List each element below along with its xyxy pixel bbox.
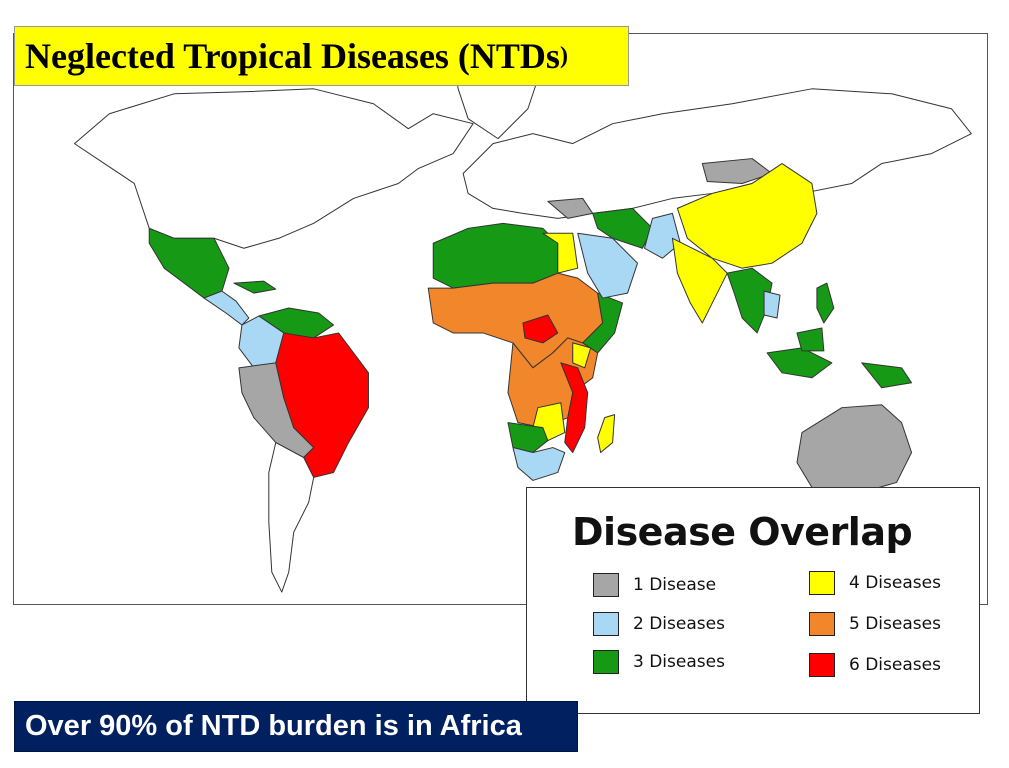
region-iran	[592, 207, 653, 249]
legend-label: 3 Diseases	[633, 652, 725, 672]
region-new-guinea	[861, 362, 913, 389]
legend-item-1-disease: 1 Disease	[593, 573, 716, 597]
region-pakistan	[643, 212, 681, 259]
region-tanzania-yellow	[572, 342, 592, 369]
title-paren: )	[559, 42, 568, 69]
legend-label: 4 Diseases	[849, 573, 941, 593]
region-central-america	[203, 290, 250, 326]
region-central-asia	[547, 197, 594, 219]
region-southeast-asia	[726, 267, 773, 334]
legend-swatch	[809, 653, 835, 677]
region-china	[676, 163, 818, 269]
title-banner: Neglected Tropical Diseases (NTDs)	[14, 26, 629, 86]
title-text: Neglected Tropical Diseases (NTDs	[25, 36, 560, 76]
legend-label: 1 Disease	[633, 575, 717, 595]
legend-item-3-diseases: 3 Diseases	[593, 650, 725, 674]
region-india	[671, 237, 728, 324]
legend-label: 6 Diseases	[849, 655, 941, 675]
footer-banner: Over 90% of NTD burden is in Africa	[14, 701, 578, 752]
region-mozambique	[560, 362, 589, 454]
region-south-africa	[512, 447, 566, 481]
region-southern-cone	[268, 442, 315, 593]
region-mongolia	[701, 158, 773, 184]
legend-swatch	[809, 571, 835, 595]
legend: Disease Overlap 1 Disease 2 Diseases 3 D…	[526, 487, 980, 714]
region-indonesia	[766, 347, 833, 379]
region-caribbean	[233, 280, 277, 294]
region-southern-africa-green	[507, 422, 549, 454]
world-map	[13, 33, 988, 605]
legend-item-2-diseases: 2 Diseases	[593, 612, 725, 636]
legend-swatch	[809, 612, 835, 636]
region-madagascar	[597, 414, 616, 454]
legend-item-4-diseases: 4 Diseases	[809, 571, 941, 595]
legend-swatch	[593, 650, 619, 674]
legend-label: 2 Diseases	[633, 614, 725, 634]
footer-text: Over 90% of NTD burden is in Africa	[25, 710, 522, 742]
region-borneo	[796, 327, 825, 352]
legend-swatch	[593, 573, 619, 597]
region-indochina-blue	[763, 290, 781, 319]
legend-title: Disease Overlap	[572, 510, 913, 554]
region-australia	[796, 404, 913, 493]
region-brazil	[275, 332, 369, 478]
world-map-svg	[73, 48, 972, 593]
region-north-africa	[432, 222, 559, 289]
region-philippines	[816, 282, 835, 324]
region-egypt	[542, 232, 579, 274]
legend-swatch	[593, 612, 619, 636]
region-eurasia-north	[462, 88, 972, 219]
legend-item-6-diseases: 6 Diseases	[809, 653, 941, 677]
region-north-america	[73, 88, 474, 249]
legend-label: 5 Diseases	[849, 614, 941, 634]
legend-item-5-diseases: 5 Diseases	[809, 612, 941, 636]
region-car	[522, 314, 559, 344]
